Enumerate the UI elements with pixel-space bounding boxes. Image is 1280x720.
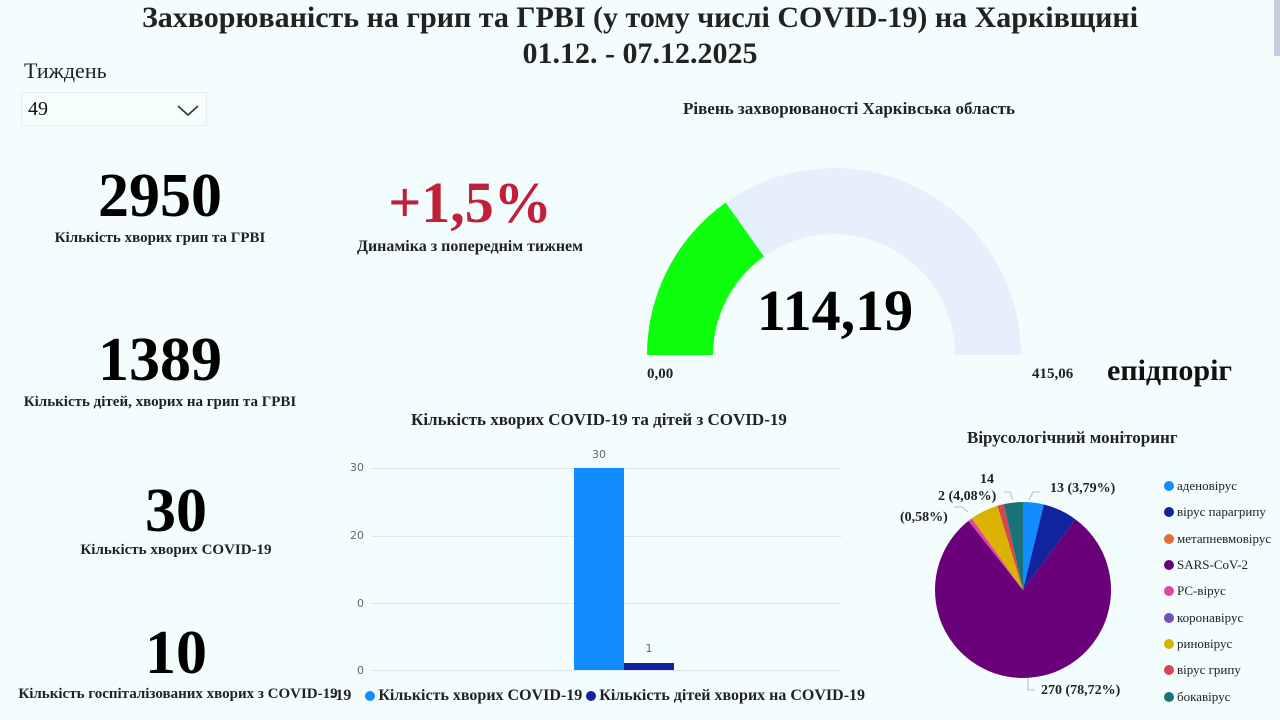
- legend-item-children-covid[interactable]: Кількість дітей хворих на COVID-19: [599, 687, 866, 704]
- pie-label-rs-virus: (0,58%): [900, 510, 948, 525]
- gauge-track: [647, 168, 1021, 355]
- legend-label: аденовірус: [1177, 478, 1237, 494]
- kpi-card-children-flu: 1389 Кількість дітей, хворих на грип та …: [20, 326, 300, 411]
- bar-data-label: 1: [645, 642, 653, 655]
- pie-slice-influenza: [997, 504, 1023, 590]
- pie-label-rhinovirus: 2 (4,08%): [938, 489, 997, 504]
- legend-dot-icon: [1164, 665, 1174, 676]
- pie-slice-sars-cov-2: [935, 519, 1112, 678]
- kpi-label: Кількість хворих грип та ГРВІ: [54, 230, 266, 246]
- y-tick: 30: [350, 461, 364, 474]
- kpi-label: Кількість хворих COVID-19: [80, 542, 272, 558]
- legend-item-bocavirus[interactable]: бокавірус: [1164, 683, 1271, 709]
- gauge-threshold-label: епідпоріг: [1107, 354, 1233, 387]
- legend-item-coronavirus[interactable]: коронавірус: [1164, 604, 1271, 630]
- y-tick: 0: [357, 664, 364, 677]
- legend-dot-icon: [1164, 638, 1174, 649]
- gauge-max-label: 415,06: [1032, 366, 1074, 382]
- week-selected-value: 49: [28, 97, 48, 120]
- pie-label-bocavirus: 14: [980, 472, 994, 487]
- legend-label: бокавірус: [1177, 688, 1231, 704]
- pie-label-sars-cov-2: 270 (78,72%): [1041, 683, 1121, 698]
- kpi-value: 1389: [98, 326, 222, 394]
- kpi-value: 10: [145, 619, 207, 687]
- legend-dot-icon: [365, 691, 376, 701]
- legend-label: метапневмовірус: [1177, 530, 1272, 546]
- kpi-label: Кількість дітей, хворих на грип та ГРВІ: [23, 394, 297, 410]
- legend-item-covid[interactable]: Кількість хворих COVID-19: [378, 687, 583, 704]
- legend-label: вірус грипу: [1177, 662, 1241, 678]
- kpi-card-covid-hospitalized: 10: [36, 622, 316, 684]
- legend-item-influenza[interactable]: вірус грипу: [1164, 657, 1271, 683]
- dynamics-label: Динаміка з попереднім тижнем: [356, 238, 584, 255]
- legend-label: SARS-CoV-2: [1177, 557, 1249, 573]
- pie-slice-rhinovirus: [971, 505, 1023, 590]
- week-filter-label: Тиждень: [24, 58, 107, 83]
- gridline: [372, 670, 842, 671]
- pie-slice-bocavirus: [1003, 501, 1023, 590]
- legend-item-sars-cov-2[interactable]: SARS-CoV-2: [1164, 552, 1271, 578]
- gauge-fill: [647, 202, 765, 355]
- bar-covid-cases[interactable]: [574, 468, 624, 670]
- legend-dot-icon: [1164, 586, 1174, 597]
- legend-item-adenovirus[interactable]: аденовірус: [1164, 473, 1271, 499]
- gauge-value: 114,19: [756, 278, 914, 343]
- gauge-min-label: 0,00: [647, 366, 674, 382]
- kpi-value: 2950: [98, 162, 222, 230]
- dynamics-card: +1,5% Динаміка з попереднім тижнем: [320, 168, 620, 256]
- legend-label: риновірус: [1177, 635, 1233, 651]
- kpi-value: 30: [145, 477, 207, 545]
- bar-chart: 30 20 0 0 30 1: [340, 448, 900, 680]
- pie-label-adenovirus: 13 (3,79%): [1050, 481, 1116, 496]
- legend-item-rhinovirus[interactable]: риновірус: [1164, 631, 1271, 657]
- pie-slice-adenovirus: [1023, 502, 1044, 590]
- legend-dot-icon: [1164, 507, 1174, 518]
- bar-chart-title: Кількість хворих COVID-19 та дітей з COV…: [411, 410, 787, 429]
- y-tick: 20: [350, 529, 364, 542]
- legend-label: РС-вірус: [1177, 583, 1226, 599]
- legend-dot-icon: [586, 691, 597, 701]
- pie-slice-parainfluenza: [1023, 504, 1076, 590]
- dynamics-value: +1,5%: [388, 170, 552, 235]
- legend-label: коронавірус: [1177, 609, 1244, 625]
- bar-data-label: 30: [592, 448, 606, 461]
- date-range: 01.12. - 07.12.2025: [522, 37, 758, 70]
- kpi-card-covid-cases: 30 Кількість хворих COVID-19: [36, 480, 316, 559]
- gauge-chart: [647, 168, 1021, 355]
- kpi-label-covid-hospitalized: Кількість госпіталізованих хворих з COVI…: [18, 686, 338, 702]
- legend-dot-icon: [1164, 560, 1174, 571]
- y-tick: 0: [357, 597, 364, 610]
- pie-chart: [935, 491, 1112, 691]
- legend-item-rs-virus[interactable]: РС-вірус: [1164, 578, 1271, 604]
- pie-slice-rs-virus: [968, 518, 1023, 590]
- kpi-card-flu-cases: 2950 Кількість хворих грип та ГРВІ: [20, 162, 300, 247]
- legend-dot-icon: [1164, 612, 1174, 623]
- legend-item-metapneumovirus[interactable]: метапневмовірус: [1164, 526, 1271, 552]
- week-dropdown[interactable]: 49: [21, 92, 207, 126]
- chevron-down-icon: [177, 105, 199, 117]
- legend-dot-icon: [1164, 533, 1174, 544]
- legend-dot-icon: [1164, 481, 1174, 492]
- pie-legend: аденовірус вірус парагрипу метапневмовір…: [1164, 473, 1271, 710]
- legend-dot-icon: [1164, 691, 1174, 702]
- page-title: Захворюваність на грип та ГРВІ (у тому ч…: [141, 1, 1139, 34]
- bar-children-covid[interactable]: [624, 663, 674, 670]
- legend-label: вірус парагрипу: [1177, 504, 1266, 520]
- legend-truncated-text: -19: [330, 687, 352, 704]
- pie-chart-title: Вірусологічний моніторинг: [967, 428, 1178, 447]
- scrollbar[interactable]: [1274, 0, 1280, 56]
- gauge-title: Рівень захворюваності Харківська область: [683, 99, 1016, 118]
- bar-legend: -19 Кількість хворих COVID-19 Кількість …: [330, 687, 865, 705]
- legend-item-parainfluenza[interactable]: вірус парагрипу: [1164, 499, 1271, 525]
